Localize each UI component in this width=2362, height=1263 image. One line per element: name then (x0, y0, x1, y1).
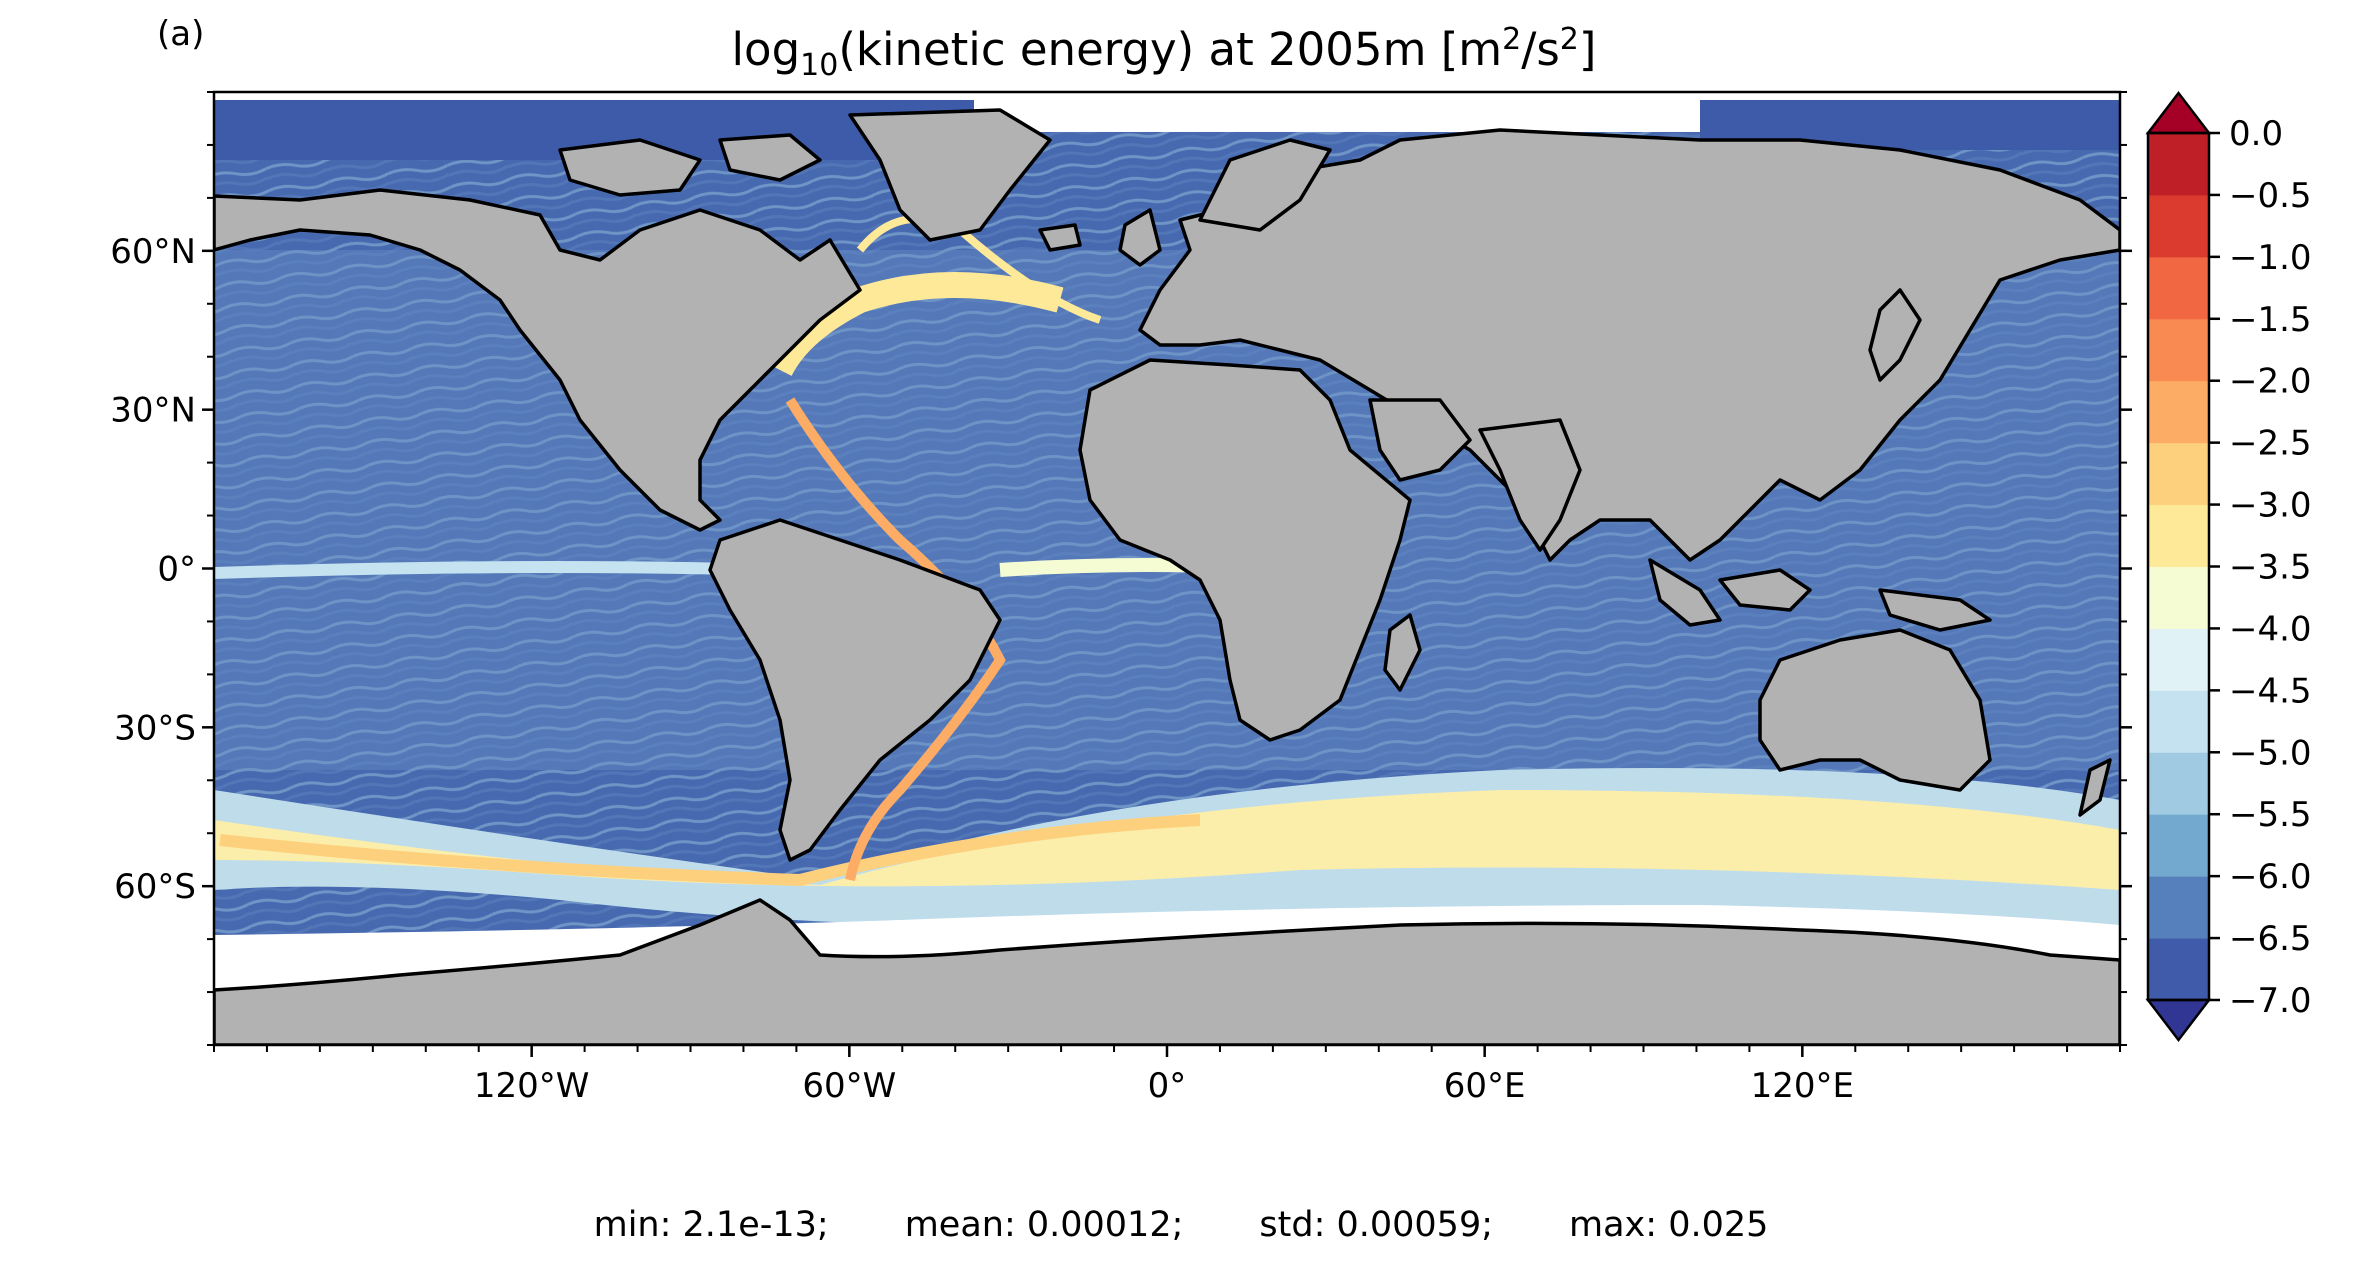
colorbar-tick-label: −4.0 (2229, 609, 2312, 649)
colorbar-extend-high (2145, 90, 2212, 135)
scandinavia (1198, 138, 1332, 232)
stat-mean: mean: 0.00012; (904, 1205, 1184, 1245)
colorbar-segment (2148, 318, 2209, 382)
canadian-archipelago (558, 138, 702, 197)
acc-core (219, 814, 1201, 887)
new-zealand (2078, 758, 2112, 817)
x-tick-label: 60°W (802, 1066, 896, 1106)
new-guinea (1878, 588, 1992, 632)
colorbar-segment (2148, 256, 2209, 320)
colorbar-segment (2148, 628, 2209, 691)
baffin-island (718, 133, 822, 182)
colorbar-tick-label: −1.5 (2229, 300, 2312, 340)
british-isles (1118, 208, 1162, 267)
australia (1758, 628, 1992, 792)
africa (1078, 358, 1412, 742)
colorbar-segment (2148, 133, 2209, 196)
japan (1868, 288, 1922, 382)
x-axis: 120°W 60°W 0° 60°E 120°E (474, 1045, 1854, 1106)
colorbar-tick-label: 0.0 (2229, 114, 2283, 154)
north-america (214, 188, 862, 532)
colorbar-tick-label: −1.0 (2229, 238, 2312, 278)
stat-std: std: 0.00059; (1259, 1205, 1494, 1245)
madagascar (1383, 613, 1422, 692)
colorbar-tick-label: −3.5 (2229, 548, 2312, 588)
landmasses (214, 108, 2120, 1045)
dwbc (785, 397, 1006, 882)
map-area (214, 92, 2120, 1045)
y-tick-label: 0° (157, 550, 196, 590)
statistics-line: min: 2.1e-13; mean: 0.00012; std: 0.00059;… (0, 1205, 2362, 1245)
colorbar-extend-low (2145, 998, 2212, 1043)
colorbar-tick-label: −2.0 (2229, 362, 2312, 402)
colorbar-tick-label: −0.5 (2229, 176, 2312, 216)
figure-title: log10(kinetic energy) at 2005m [m2/s2] (731, 22, 1597, 83)
y-axis: 60°N 30°N 0° 30°S 60°S (110, 232, 2132, 907)
sumatra (1648, 558, 1722, 627)
stat-min: min: 2.1e-13; (593, 1205, 829, 1245)
colorbar-segment (2148, 690, 2209, 753)
stat-max: max: 0.025 (1569, 1205, 1769, 1245)
borneo (1718, 568, 1812, 612)
colorbar-segment (2148, 876, 2209, 939)
y-tick-label: 60°S (114, 867, 196, 907)
colorbar-tick-label: −7.0 (2229, 981, 2312, 1021)
y-tick-label: 30°N (110, 391, 196, 431)
colorbar-tick-label: −6.0 (2229, 857, 2312, 897)
colorbar-tick-label: −2.5 (2229, 424, 2312, 464)
colorbar-tick-label: −3.0 (2229, 486, 2312, 526)
south-america (708, 518, 1002, 862)
colorbar-segment (2148, 752, 2209, 815)
colorbar-tick-label: −5.0 (2229, 733, 2312, 773)
india (1478, 418, 1582, 552)
colorbar-segment (2148, 442, 2209, 506)
colorbar-segment (2148, 566, 2209, 629)
acc-band (214, 790, 2120, 890)
colorbar: 0.0 −0.5 −1.0 −1.5 −2.0 −2.5 −3.0 −3.5 −4.0 −4.5 −… (2145, 90, 2312, 1043)
colorbar-segment (2148, 380, 2209, 444)
x-tick-label: 0° (1148, 1066, 1187, 1106)
panel-label: (a) (157, 14, 205, 54)
x-tick-label: 60°E (1444, 1066, 1526, 1106)
greenland (848, 108, 1052, 242)
y-tick-label: 60°N (110, 232, 196, 272)
y-tick-label: 30°S (114, 708, 196, 748)
x-tick-label: 120°E (1751, 1066, 1854, 1106)
colorbar-segment (2148, 194, 2209, 258)
arabia (1368, 398, 1472, 482)
colorbar-segment (2148, 938, 2209, 1001)
iceland (1038, 223, 1082, 252)
x-tick-label: 120°W (474, 1066, 590, 1106)
antarctica (214, 898, 2120, 1045)
colorbar-segment (2148, 814, 2209, 877)
colorbar-tick-label: −6.5 (2229, 919, 2312, 959)
colorbar-tick-label: −4.5 (2229, 671, 2312, 711)
colorbar-segment (2148, 504, 2209, 567)
colorbar-tick-label: −5.5 (2229, 795, 2312, 835)
